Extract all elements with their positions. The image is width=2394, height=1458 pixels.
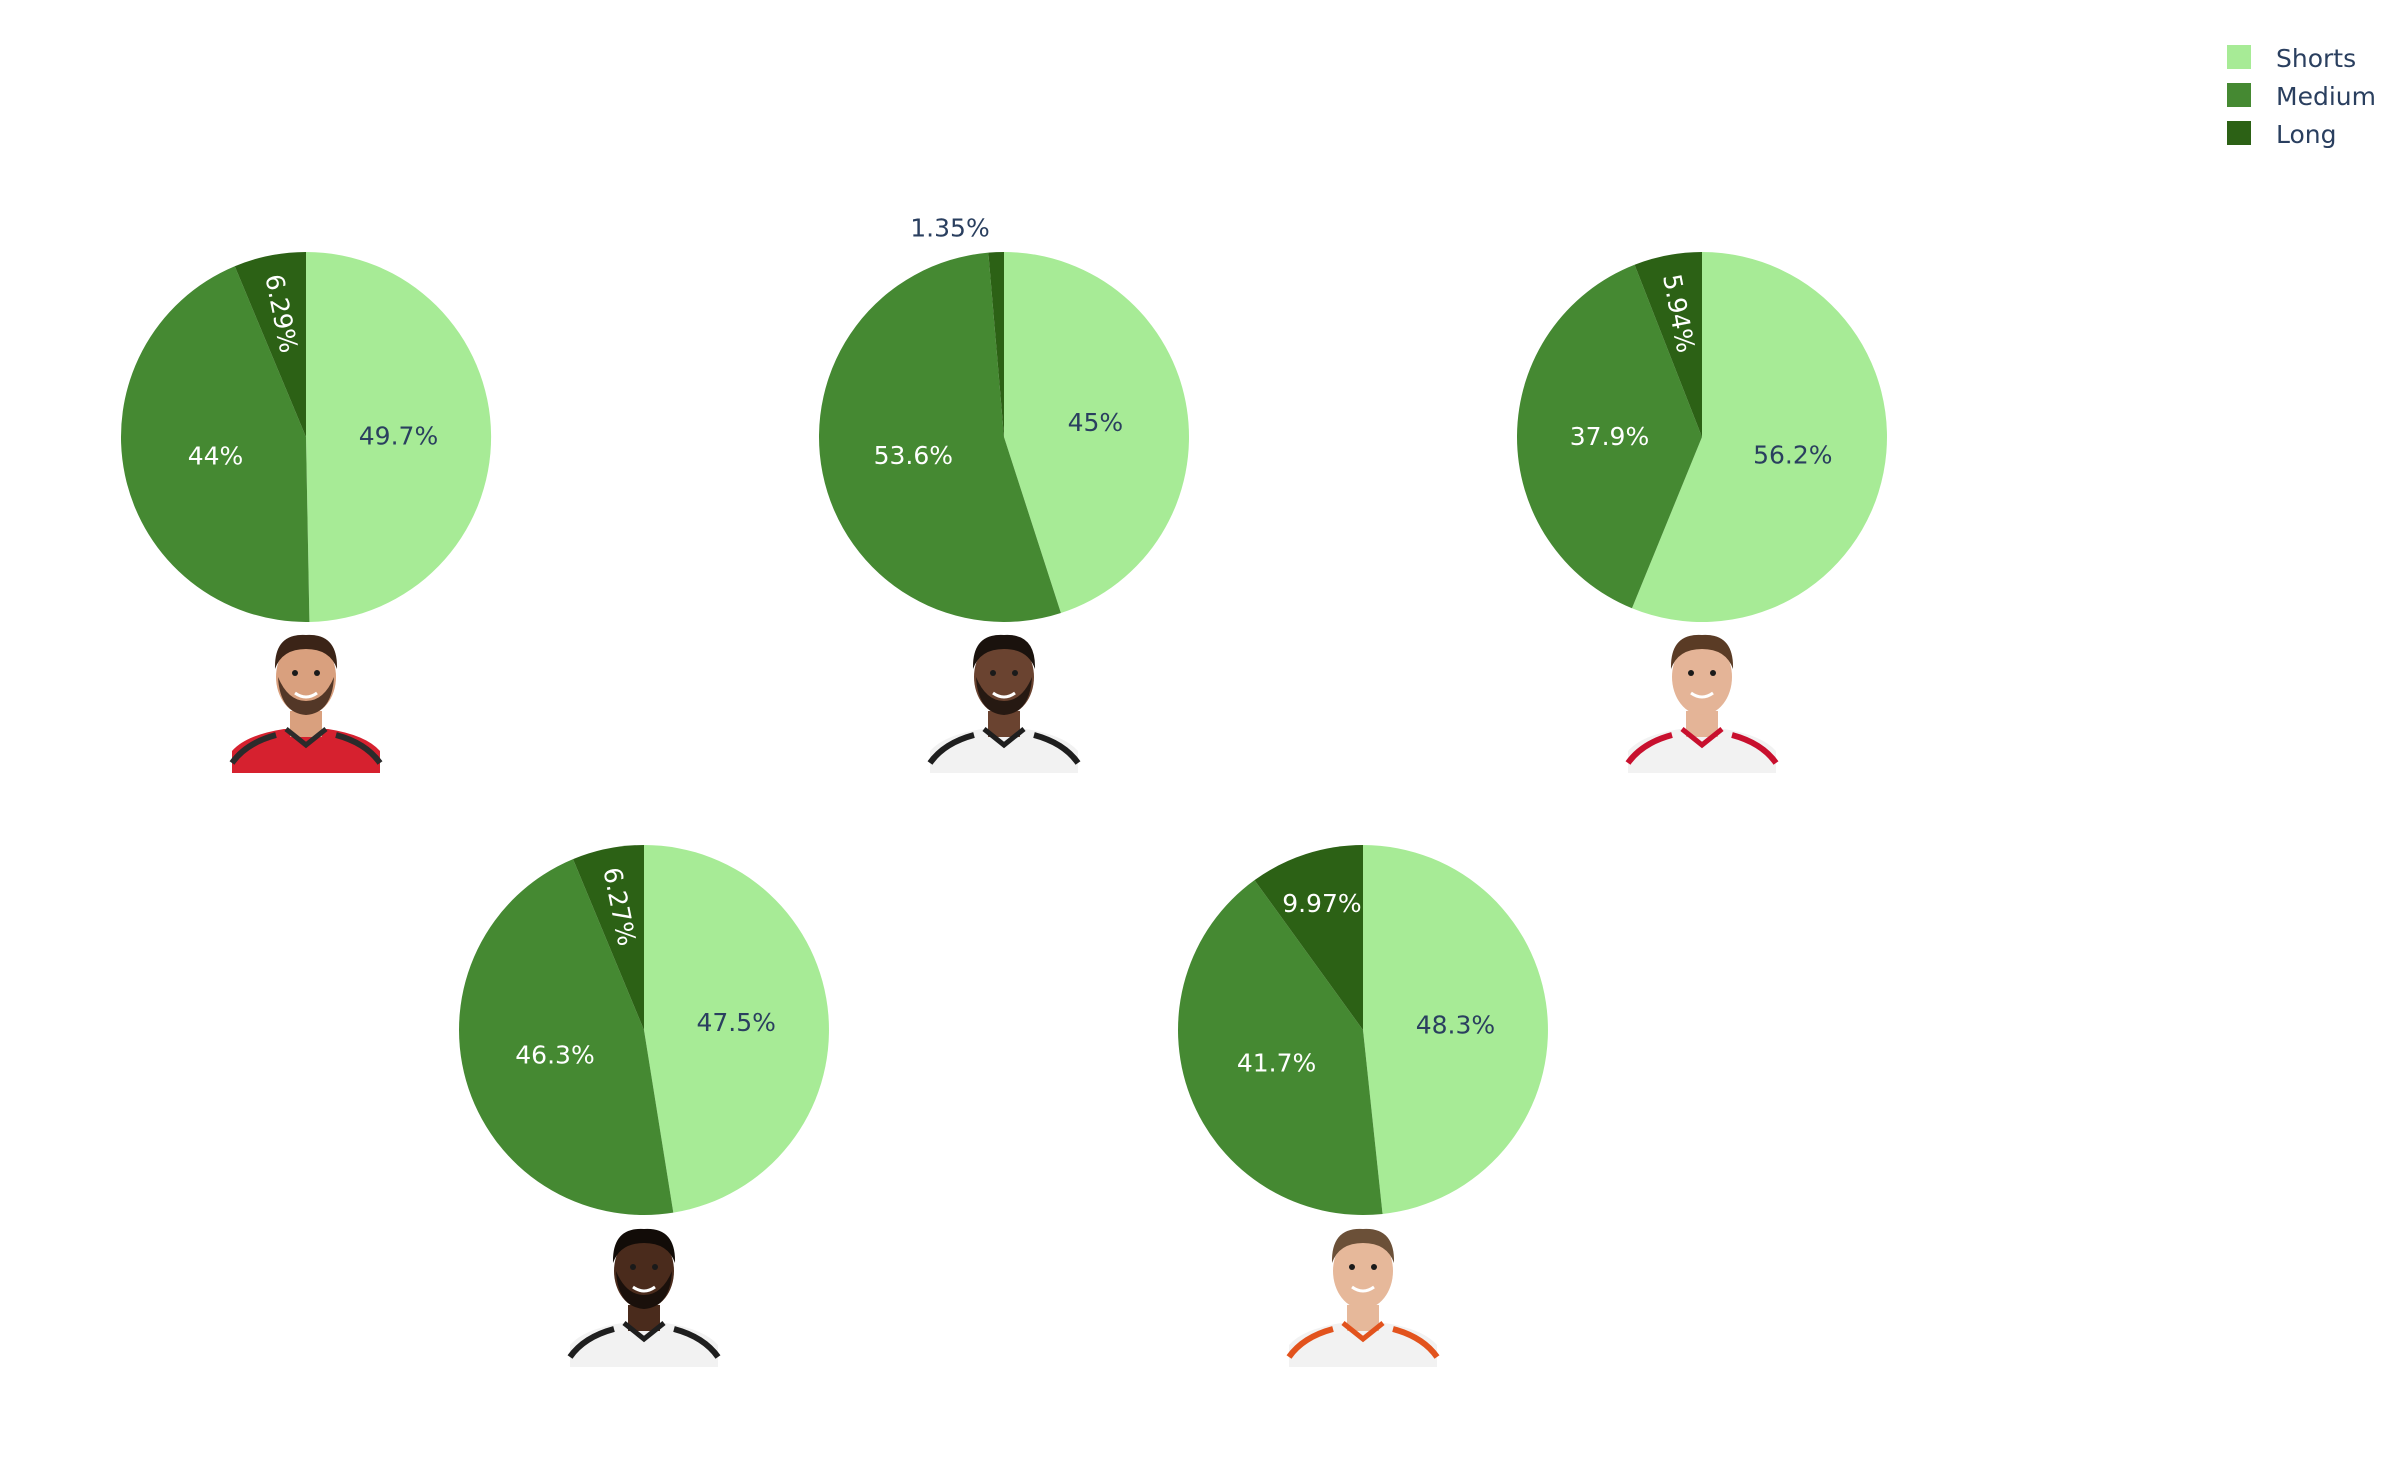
beard — [616, 1271, 672, 1309]
eye — [1710, 670, 1716, 676]
shirt-trim-right — [673, 1326, 721, 1359]
collar — [622, 1321, 666, 1343]
pie-2-slice-shorts[interactable] — [1004, 251, 1190, 614]
eye — [630, 1264, 636, 1270]
pie-3-slice-long[interactable] — [1634, 252, 1702, 437]
collar — [982, 727, 1026, 749]
hair — [972, 634, 1036, 669]
collar — [284, 727, 328, 749]
hair — [1331, 1228, 1395, 1263]
pie-chart-4: 47.5%46.3%6.27% — [459, 845, 829, 1215]
face-icon — [1672, 639, 1732, 715]
neck — [290, 711, 322, 737]
shirt-trim-right — [335, 732, 383, 765]
pie-chart-2: 45% 53.6% 1.35% — [818, 214, 1190, 623]
player-4-portrait — [567, 1228, 721, 1367]
pie-5-slice-long[interactable] — [1254, 845, 1363, 1030]
legend-swatch-medium[interactable] — [2227, 83, 2251, 107]
legend-label-medium[interactable]: Medium — [2276, 82, 2376, 111]
hair — [1670, 634, 1734, 669]
neck — [628, 1305, 660, 1331]
pie-4-slice-medium[interactable] — [459, 859, 674, 1215]
shirt-trim-right — [1033, 732, 1081, 765]
pie-3-label-medium: 37.9% — [1570, 422, 1649, 451]
pie-5-slice-medium[interactable] — [1178, 880, 1383, 1215]
legend-label-shorts[interactable]: Shorts — [2276, 44, 2356, 73]
pie-4-slice-long[interactable] — [573, 845, 644, 1030]
pie-5-label-long: 9.97% — [1282, 889, 1361, 918]
eye — [292, 670, 298, 676]
eye — [990, 670, 996, 676]
pie-chart-3: 56.2%37.9%5.94% — [1517, 252, 1887, 622]
pie-5-label-medium: 41.7% — [1237, 1049, 1316, 1078]
legend[interactable]: Shorts Medium Long — [2227, 44, 2376, 149]
eye — [314, 670, 320, 676]
pie-2-slice-long[interactable] — [988, 252, 1004, 437]
hair — [274, 634, 338, 669]
pie-2-label-medium: 53.6% — [874, 441, 953, 470]
eye — [1012, 670, 1018, 676]
pie-5-label-shorts: 48.3% — [1416, 1011, 1495, 1040]
legend-swatch-long[interactable] — [2227, 121, 2251, 145]
smile — [294, 691, 318, 699]
pie-chart-5: 48.3% 41.7% 9.97% — [1178, 845, 1548, 1215]
smile — [1690, 691, 1714, 699]
player-5-portrait — [1286, 1228, 1440, 1367]
shirt-trim-left — [1625, 732, 1673, 765]
shirt-trim-left — [1286, 1326, 1334, 1359]
shirt-trim-right — [1392, 1326, 1440, 1359]
legend-label-long[interactable]: Long — [2276, 120, 2337, 149]
pie-3-label-shorts: 56.2% — [1753, 440, 1832, 469]
hair — [612, 1228, 676, 1263]
shirt-trim-left — [927, 732, 975, 765]
shirt-trim-left — [567, 1326, 615, 1359]
pie-2-label-shorts: 45% — [1068, 408, 1124, 437]
eye — [1371, 1264, 1377, 1270]
face-icon — [1333, 1233, 1393, 1309]
shirt-trim-left — [229, 732, 277, 765]
neck — [1347, 1305, 1379, 1331]
pie-3-slice-shorts[interactable] — [1631, 252, 1887, 622]
collar — [1680, 727, 1724, 749]
pie-3-slice-medium[interactable] — [1517, 264, 1702, 609]
pie-1-label-shorts: 49.7% — [359, 422, 438, 451]
player-1-portrait — [229, 634, 383, 773]
eye — [1688, 670, 1694, 676]
legend-swatch-shorts[interactable] — [2227, 45, 2251, 69]
pie-1-label-medium: 44% — [188, 442, 244, 471]
pie-4-label-shorts: 47.5% — [696, 1008, 775, 1037]
player-2-portrait — [927, 634, 1081, 773]
collar — [1341, 1321, 1385, 1343]
pie-5-slice-shorts[interactable] — [1363, 845, 1548, 1214]
player-3-portrait — [1625, 634, 1779, 773]
neck — [1686, 711, 1718, 737]
beard — [278, 677, 334, 715]
eye — [652, 1264, 658, 1270]
eye — [1349, 1264, 1355, 1270]
beard — [976, 677, 1032, 715]
pie-2-label-long: 1.35% — [910, 214, 989, 243]
pie-1-slice-shorts[interactable] — [306, 251, 492, 622]
pies-layer: 49.7%44%6.29%45%53.6%1.35%56.2%37.9%5.94… — [120, 214, 1887, 1215]
pie-chart-1: 49.7%44%6.29% — [120, 251, 492, 623]
pie-1-slice-long[interactable] — [234, 252, 306, 437]
shirt-trim-right — [1731, 732, 1779, 765]
smile — [632, 1285, 656, 1293]
pie-4-slice-shorts[interactable] — [644, 845, 829, 1213]
pie-1-slice-medium[interactable] — [120, 266, 310, 623]
pie-4-label-medium: 46.3% — [515, 1041, 594, 1070]
smile — [1351, 1285, 1375, 1293]
smile — [992, 691, 1016, 699]
neck — [988, 711, 1020, 737]
portraits-layer — [229, 634, 1779, 1367]
pie-2-slice-medium[interactable] — [818, 252, 1061, 623]
